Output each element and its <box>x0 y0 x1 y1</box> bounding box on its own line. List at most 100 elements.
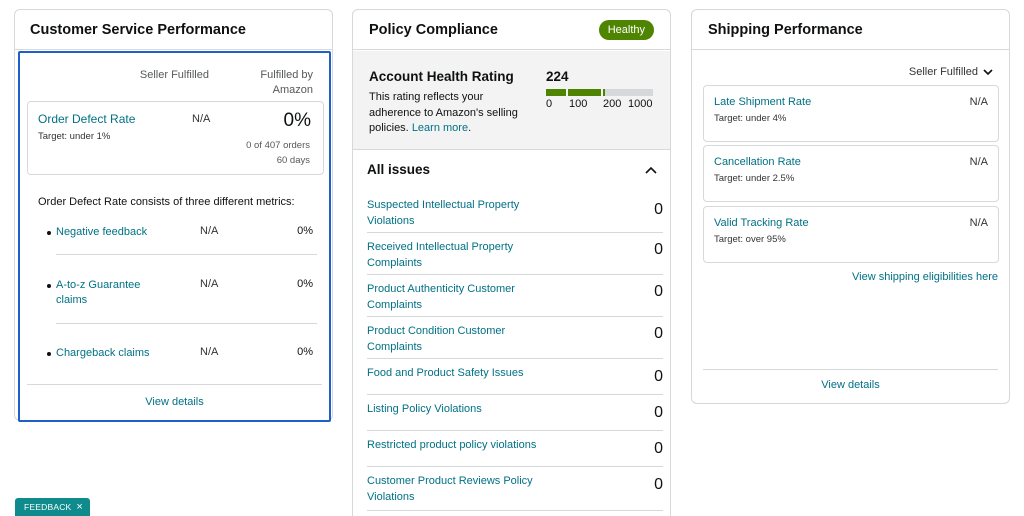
issue-ip-violations-link[interactable]: Suspected Intellectual Property Violatio… <box>367 199 520 227</box>
bullet-icon <box>47 284 51 288</box>
order-defect-rate-amazon-value: 0% <box>283 110 311 131</box>
col-header-fulfilled-by-amazon: Fulfilled by Amazon <box>260 69 313 96</box>
valid-tracking-rate-value: N/A <box>969 217 988 229</box>
divider <box>367 466 663 467</box>
view-details-link[interactable]: View details <box>145 396 204 408</box>
metric-a-to-z-link[interactable]: A-to-z Guarantee claims <box>56 279 141 306</box>
issue-restricted-product-link[interactable]: Restricted product policy violations <box>367 439 537 451</box>
metric-amazon-value: 0% <box>297 225 313 237</box>
feedback-tab[interactable]: FEEDBACK × <box>15 498 91 516</box>
ahr-desc-text: This rating reflects your adherence to A… <box>369 91 518 134</box>
bullet-icon <box>47 231 51 235</box>
metric-seller-value: N/A <box>200 346 219 358</box>
view-details-link[interactable]: View details <box>821 379 880 391</box>
rating-bar-segment-3 <box>603 89 653 96</box>
bullet-icon <box>47 352 51 356</box>
customer-service-focus-region[interactable]: Seller Fulfilled Fulfilled by Amazon Ord… <box>18 51 331 422</box>
issue-authenticity-link[interactable]: Product Authenticity Customer Complaints <box>367 283 515 311</box>
divider <box>367 394 663 395</box>
order-defect-rate-link[interactable]: Order Defect Rate <box>38 112 136 126</box>
metric-seller-value: N/A <box>200 225 219 237</box>
cancellation-rate-target: Target: under 2.5% <box>714 173 795 184</box>
order-defect-rate-target: Target: under 1% <box>38 131 111 142</box>
late-shipment-rate-box: Late Shipment Rate Target: under 4% N/A <box>703 85 999 142</box>
col-header-seller-fulfilled: Seller Fulfilled <box>139 69 209 81</box>
issue-count: 0 <box>654 283 663 300</box>
issue-count: 0 <box>654 368 663 385</box>
feedback-label: FEEDBACK <box>24 502 72 512</box>
metric-seller-value: N/A <box>200 278 219 290</box>
odr-consists-text: Order Defect Rate consists of three diff… <box>38 196 295 208</box>
chevron-down-icon <box>983 69 993 76</box>
divider <box>367 358 663 359</box>
rating-tick: 0 <box>546 98 553 110</box>
divider <box>367 274 663 275</box>
account-health-score: 224 <box>546 69 569 84</box>
order-defect-rate-box: Order Defect Rate Target: under 1% N/A 0… <box>27 101 324 175</box>
divider <box>27 384 322 385</box>
valid-tracking-rate-link[interactable]: Valid Tracking Rate <box>714 217 809 229</box>
shipping-performance-card: Shipping Performance Seller Fulfilled La… <box>691 9 1010 404</box>
chevron-up-icon[interactable] <box>644 164 658 176</box>
valid-tracking-rate-target: Target: over 95% <box>714 234 786 245</box>
rating-bar-ticks: 0 100 200 1000 <box>546 98 661 112</box>
order-period: 60 days <box>276 155 310 166</box>
issue-listing-policy-link[interactable]: Listing Policy Violations <box>367 403 482 415</box>
issue-ip-complaints-link[interactable]: Received Intellectual Property Complaint… <box>367 241 514 269</box>
issue-food-safety-link[interactable]: Food and Product Safety Issues <box>367 367 524 379</box>
issue-condition-link[interactable]: Product Condition Customer Complaints <box>367 325 506 353</box>
divider <box>367 430 663 431</box>
rating-tick: 100 <box>569 98 588 110</box>
policy-compliance-header: Policy Compliance Healthy <box>353 10 670 50</box>
learn-more-link[interactable]: Learn more <box>411 122 469 134</box>
customer-service-footer: View details <box>20 396 329 408</box>
issue-count: 0 <box>654 404 663 421</box>
divider <box>56 254 317 255</box>
customer-service-header: Customer Service Performance <box>15 10 332 50</box>
order-count: 0 of 407 orders <box>246 140 310 151</box>
customer-service-title: Customer Service Performance <box>30 21 246 38</box>
account-health-rating-panel: Account Health Rating This rating reflec… <box>353 51 670 150</box>
issue-reviews-policy-link[interactable]: Customer Product Reviews Policy Violatio… <box>367 475 533 503</box>
fulfillment-dropdown[interactable]: Seller Fulfilled <box>909 66 993 78</box>
cancellation-rate-value: N/A <box>969 156 988 168</box>
late-shipment-rate-target: Target: under 4% <box>714 113 787 124</box>
order-defect-rate-seller-value: N/A <box>192 113 211 125</box>
rating-bar-segment-2 <box>568 89 601 96</box>
valid-tracking-rate-box: Valid Tracking Rate Target: over 95% N/A <box>703 206 999 263</box>
order-defect-rate-details: 0 of 407 orders 60 days <box>246 138 310 168</box>
cancellation-rate-box: Cancellation Rate Target: under 2.5% N/A <box>703 145 999 202</box>
account-health-rating-bar <box>546 89 653 96</box>
issue-count: 0 <box>654 476 663 493</box>
issue-count: 0 <box>654 440 663 457</box>
customer-service-card: Customer Service Performance Seller Fulf… <box>14 9 333 422</box>
divider <box>367 232 663 233</box>
divider <box>367 510 663 511</box>
divider <box>56 323 317 324</box>
healthy-status-badge: Healthy <box>598 19 654 40</box>
metric-negative-feedback-link[interactable]: Negative feedback <box>56 226 148 238</box>
metric-amazon-value: 0% <box>297 346 313 358</box>
late-shipment-rate-value: N/A <box>969 96 988 108</box>
late-shipment-rate-link[interactable]: Late Shipment Rate <box>714 96 812 108</box>
policy-compliance-title: Policy Compliance <box>369 21 498 38</box>
rating-bar-segment-1 <box>546 89 566 96</box>
issue-count: 0 <box>654 201 663 218</box>
metric-chargeback-link[interactable]: Chargeback claims <box>56 347 150 359</box>
policy-compliance-card: Policy Compliance Healthy Account Health… <box>352 9 671 516</box>
shipping-performance-title: Shipping Performance <box>708 21 863 38</box>
account-health-rating-description: This rating reflects your adherence to A… <box>369 91 518 134</box>
rating-tick: 200 <box>603 98 622 110</box>
rating-bar-marker <box>603 89 605 96</box>
all-issues-title: All issues <box>367 162 431 177</box>
shipping-performance-header: Shipping Performance <box>692 10 1009 50</box>
divider <box>367 316 663 317</box>
issue-count: 0 <box>654 241 663 258</box>
shipping-eligibilities-link[interactable]: View shipping eligibilities here <box>852 271 998 283</box>
metric-amazon-value: 0% <box>297 278 313 290</box>
cancellation-rate-link[interactable]: Cancellation Rate <box>714 156 801 168</box>
close-icon[interactable]: × <box>76 501 84 513</box>
issue-count: 0 <box>654 325 663 342</box>
divider <box>703 369 998 370</box>
fulfillment-dropdown-value: Seller Fulfilled <box>908 66 978 78</box>
